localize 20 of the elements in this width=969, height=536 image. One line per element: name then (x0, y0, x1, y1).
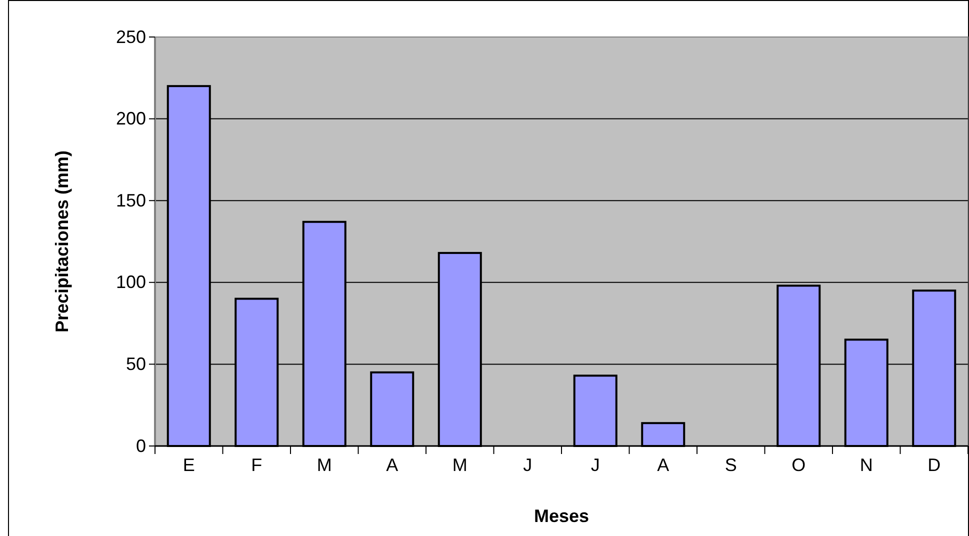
y-tick-label: 50 (126, 354, 146, 374)
x-tick-label: S (724, 454, 737, 475)
x-tick-label: O (792, 454, 806, 475)
x-tick-label: M (452, 454, 468, 475)
x-tick-label: F (251, 454, 262, 475)
y-tick-label: 0 (136, 436, 146, 456)
x-tick-label: D (928, 454, 941, 475)
y-tick-label: 150 (116, 190, 146, 210)
y-tick-label: 250 (116, 26, 146, 47)
y-tick-label: 100 (116, 272, 146, 292)
x-axis-title: Meses (534, 506, 590, 526)
y-tick-label: 200 (116, 108, 146, 129)
y-axis-title: Precipitaciones (mm) (52, 150, 72, 333)
x-tick-label: J (590, 454, 600, 475)
x-tick-label: J (523, 454, 532, 475)
x-tick-label: A (657, 454, 670, 475)
x-tick-label: A (386, 454, 398, 475)
x-tick-label: N (860, 454, 873, 475)
x-tick-label: M (316, 454, 332, 475)
x-tick-label: E (182, 454, 195, 475)
